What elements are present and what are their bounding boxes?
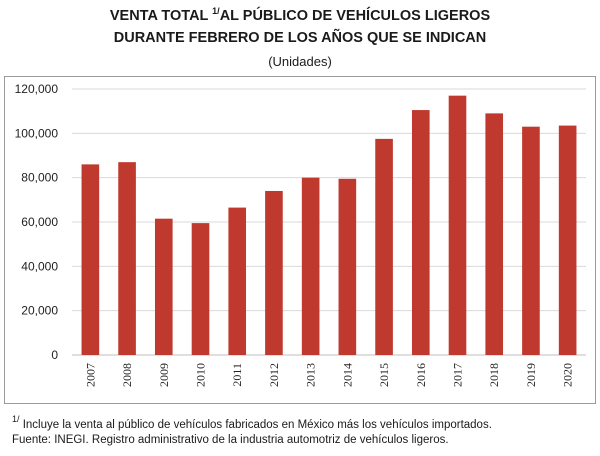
title-footnote-mark: 1/ (212, 6, 220, 16)
bar (375, 138, 393, 355)
y-tick-label: 100,000 (15, 126, 59, 140)
bar (338, 178, 357, 355)
x-tick-label: 2008 (120, 363, 134, 387)
y-tick-label: 0 (51, 348, 58, 362)
bar (265, 190, 283, 355)
x-tick-label: 2011 (230, 363, 244, 387)
bar (485, 113, 504, 355)
footnote: 1/ Incluye la venta al público de vehícu… (12, 414, 492, 431)
bar (154, 218, 173, 355)
x-tick-label: 2007 (83, 363, 97, 387)
chart-title-line2: DURANTE FEBRERO DE LOS AÑOS QUE SE INDIC… (113, 30, 487, 46)
chart-title-line1: VENTA TOTAL 1/AL PÚBLICO DE VEHÍCULOS LI… (0, 6, 600, 24)
chart-subtitle: (Unidades) (268, 54, 332, 69)
bar (301, 177, 320, 355)
x-tick-label: 2012 (267, 363, 281, 387)
x-tick-label: 2020 (561, 363, 575, 387)
bar (81, 164, 100, 355)
bar (448, 95, 467, 356)
bar (118, 162, 136, 355)
bar (411, 110, 430, 355)
x-tick-label: 2009 (157, 363, 171, 387)
x-tick-label: 2016 (414, 363, 428, 387)
x-tick-label: 2010 (194, 363, 208, 387)
x-tick-label: 2013 (304, 363, 318, 387)
bar (558, 125, 577, 355)
x-tick-label: 2014 (340, 363, 354, 387)
y-tick-label: 80,000 (21, 171, 58, 185)
bar (228, 207, 247, 355)
title-text-b: AL PÚBLICO DE VEHÍCULOS LIGEROS (219, 8, 491, 24)
y-tick-label: 60,000 (21, 215, 58, 229)
x-tick-label: 2015 (377, 363, 391, 387)
source-note: Fuente: INEGI. Registro administrativo d… (12, 434, 449, 446)
footnote-mark: 1/ (12, 414, 20, 424)
bar (191, 223, 210, 355)
bar (522, 126, 540, 355)
x-tick-label: 2017 (451, 363, 465, 387)
x-tick-label: 2018 (487, 363, 501, 387)
footnote-text: Incluye la venta al público de vehículos… (19, 419, 492, 431)
title-text-a: VENTA TOTAL (109, 8, 213, 24)
y-tick-label: 120,000 (15, 82, 59, 96)
chart-frame (4, 76, 596, 404)
x-tick-label: 2019 (524, 363, 538, 387)
y-tick-label: 20,000 (21, 304, 58, 318)
y-tick-label: 40,000 (21, 259, 58, 273)
